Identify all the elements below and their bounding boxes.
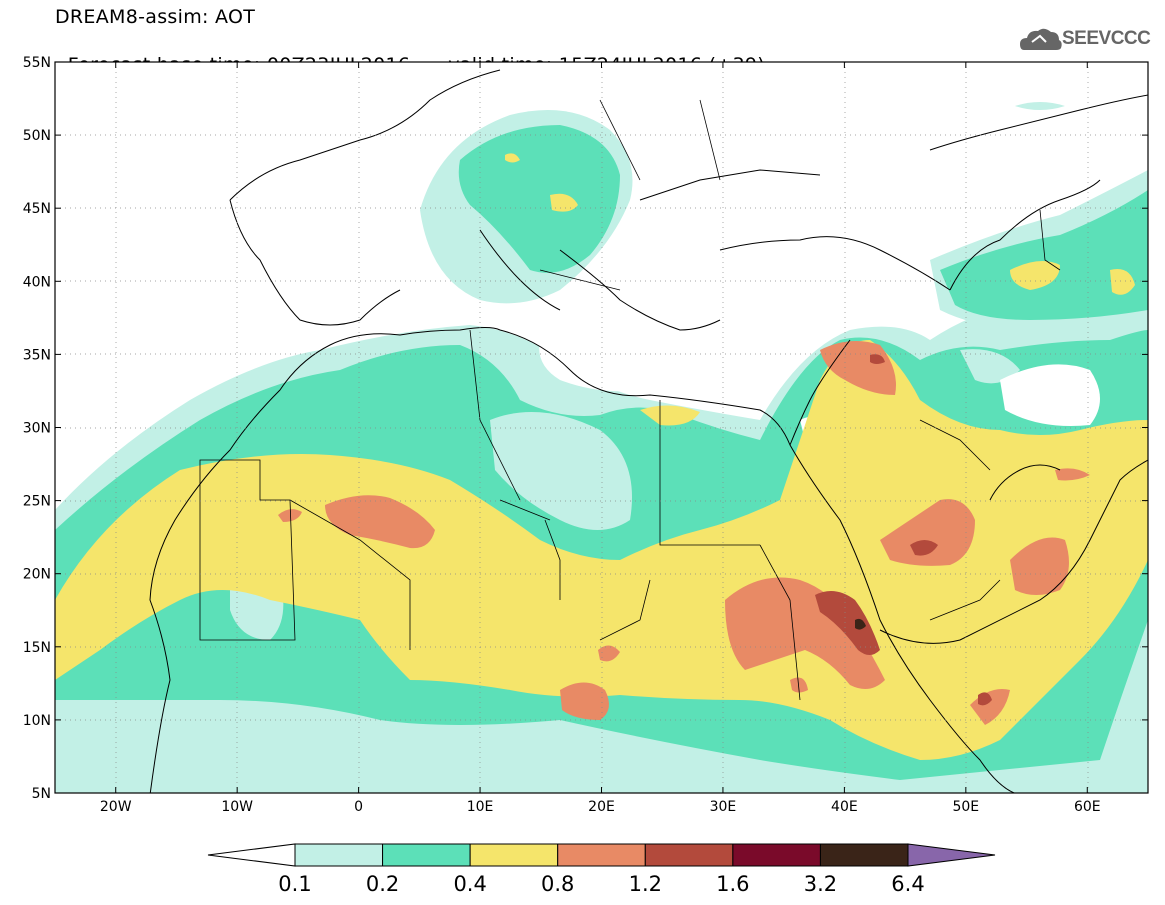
lat-tick-label: 40N (23, 274, 51, 290)
colorbar-segment (294, 843, 384, 867)
lon-tick-label: 50E (952, 799, 979, 815)
borders (199, 99, 1061, 701)
cloud-icon (1020, 28, 1062, 50)
lat-tick-label: 20N (23, 567, 51, 583)
colorbar (207, 843, 996, 867)
coastlines (149, 69, 1148, 793)
axis-ticks: 20W 10W 0 10E 20E 30E 40E 50E 60E 55N 50N 45N 40N 35N… (23, 55, 1148, 815)
lat-tick-label: 15N (23, 640, 51, 656)
lon-tick-label: 20E (588, 799, 615, 815)
lon-tick-label: 10W (221, 799, 253, 815)
lat-tick-label: 55N (23, 55, 51, 71)
colorbar-level-label: 6.4 (891, 872, 925, 896)
lon-tick-label: 20W (100, 799, 132, 815)
colorbar-over-triangle (907, 843, 996, 867)
colorbar-level-label: 0.1 (278, 872, 312, 896)
colorbar-level-label: 0.4 (453, 872, 487, 896)
colorbar-segment (382, 843, 471, 867)
colorbar-segment (557, 843, 646, 867)
colorbar-segment (732, 843, 821, 867)
lat-tick-label: 5N (32, 786, 51, 802)
aot-band-0.8 (278, 341, 1090, 725)
colorbar-under-triangle (207, 843, 296, 867)
colorbar-level-label: 0.2 (365, 872, 400, 896)
lon-tick-label: 30E (710, 799, 737, 815)
lon-tick-label: 10E (467, 799, 494, 815)
logo-text: SEEVCCC (1062, 28, 1151, 49)
colorbar-segment (644, 843, 734, 867)
aot-band-1.2 (815, 354, 992, 706)
chart-title: DREAM8-assim: AOT (55, 6, 256, 28)
colorbar-level-label: 1.2 (628, 872, 662, 896)
lat-tick-label: 35N (23, 347, 51, 363)
aot-band-3.2 (855, 618, 866, 630)
colorbar-level-label: 3.2 (803, 872, 838, 896)
lon-tick-label: 0 (354, 799, 363, 815)
lon-tick-label: 60E (1074, 799, 1101, 815)
colorbar-level-label: 0.8 (541, 872, 575, 896)
lon-tick-label: 40E (831, 799, 858, 815)
colorbar-level-label: 1.6 (716, 872, 750, 896)
aot-band-0.4 (55, 153, 1148, 760)
colorbar-segment (819, 843, 909, 867)
graticule (55, 62, 1148, 793)
aot-holes-clear (539, 336, 1100, 444)
lat-tick-label: 10N (23, 713, 51, 729)
lat-tick-label: 50N (23, 128, 51, 144)
colorbar-segment (469, 843, 559, 867)
lat-tick-label: 25N (23, 494, 51, 510)
lat-tick-label: 30N (23, 421, 51, 437)
lat-tick-label: 45N (23, 201, 51, 217)
